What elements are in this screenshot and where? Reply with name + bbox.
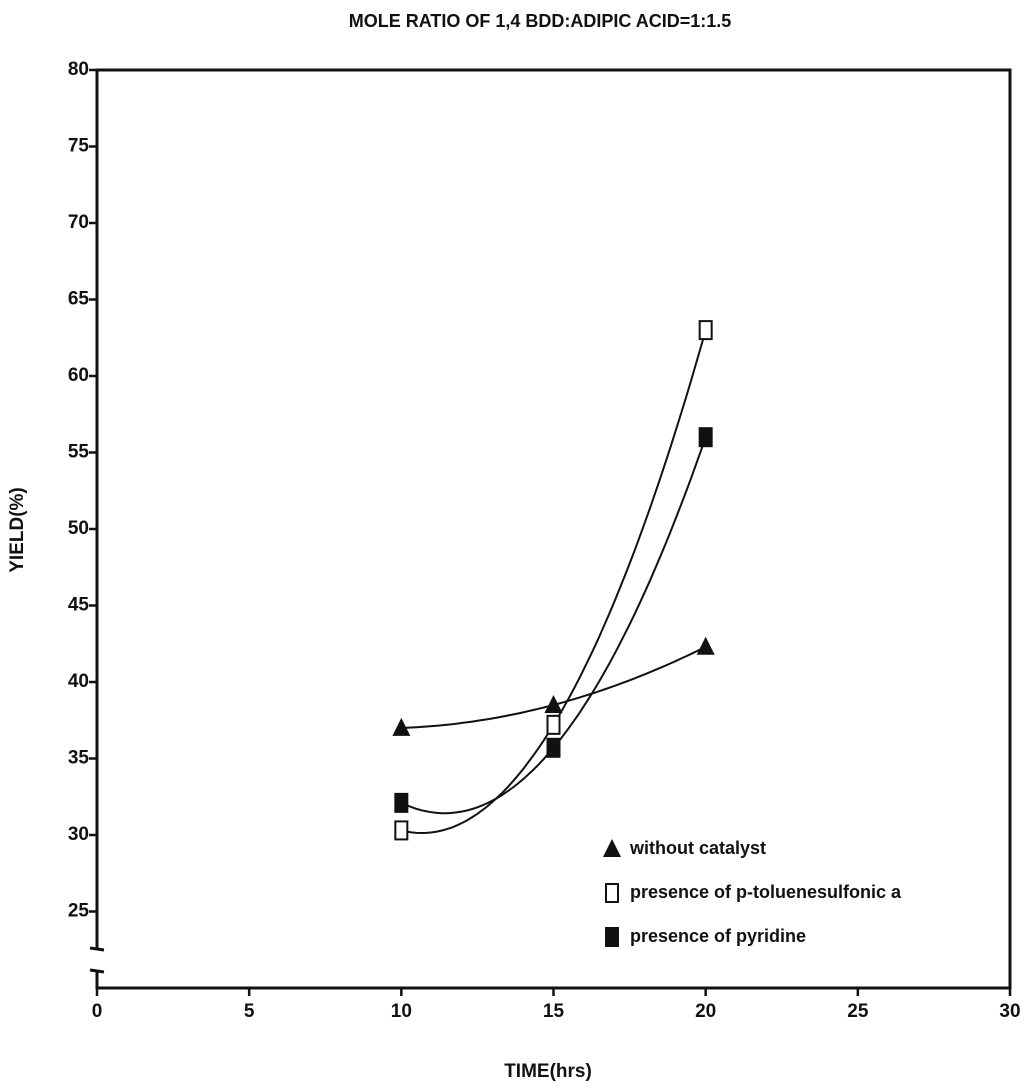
chart-title: MOLE RATIO OF 1,4 BDD:ADIPIC ACID=1:1.5 xyxy=(349,11,732,31)
axis-break-gap xyxy=(88,948,106,972)
y-tick-label: 25 xyxy=(68,901,90,922)
legend-marker xyxy=(605,927,619,947)
y-tick-label: 50 xyxy=(68,518,89,539)
data-point xyxy=(392,717,411,736)
data-point xyxy=(546,714,561,735)
data-point xyxy=(546,737,561,758)
y-tick-label: 45 xyxy=(68,595,90,616)
axis-break xyxy=(89,968,105,974)
legend-label: without catalyst xyxy=(629,838,766,858)
x-tick-label: 5 xyxy=(244,1001,255,1022)
y-tick-label: 65 xyxy=(68,289,90,310)
x-axis-label: TIME(hrs) xyxy=(504,1061,592,1082)
y-tick-label: 80 xyxy=(68,59,89,80)
data-point xyxy=(698,320,713,341)
data-point xyxy=(696,636,715,655)
x-tick-label: 10 xyxy=(391,1001,412,1022)
x-tick-label: 30 xyxy=(999,1001,1020,1022)
plot-frame xyxy=(95,68,1012,990)
x-tick-label: 0 xyxy=(92,1001,103,1022)
y-tick-label: 35 xyxy=(68,748,90,769)
x-tick-label: 25 xyxy=(847,1001,869,1022)
y-tick-label: 70 xyxy=(68,212,89,233)
data-point xyxy=(394,792,409,813)
x-tick-label: 15 xyxy=(543,1001,565,1022)
y-tick-label: 40 xyxy=(68,671,89,692)
legend-marker xyxy=(603,839,621,857)
y-tick-label: 75 xyxy=(68,136,90,157)
data-point xyxy=(394,820,409,841)
y-tick-label: 60 xyxy=(68,365,89,386)
y-axis-label: YIELD(%) xyxy=(7,487,28,573)
legend-label: presence of pyridine xyxy=(630,926,806,946)
x-tick-label: 20 xyxy=(695,1001,716,1022)
axis-break xyxy=(89,946,105,952)
y-tick-label: 55 xyxy=(68,442,90,463)
data-point xyxy=(698,427,713,448)
legend-marker xyxy=(605,883,619,903)
y-tick-label: 30 xyxy=(68,824,89,845)
data-point xyxy=(544,694,563,713)
legend-label: presence of p-toluenesulfonic a xyxy=(630,882,902,902)
